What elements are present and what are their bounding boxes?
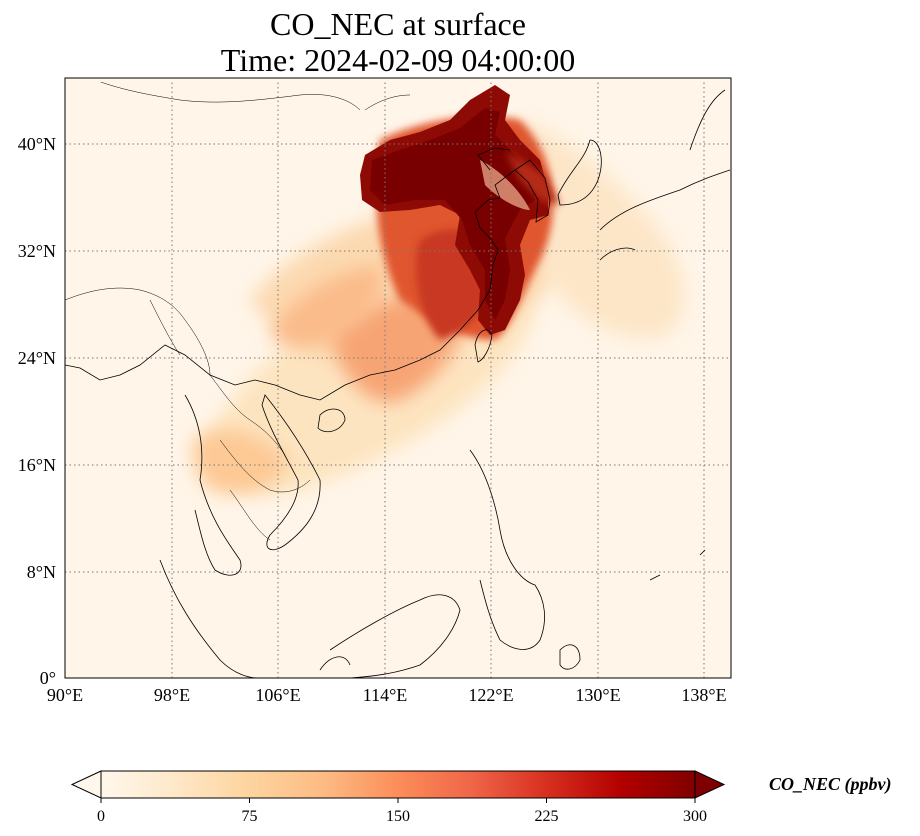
colorbar-gradient [101,771,695,798]
colorbar: 0 75 150 225 300 CO_NEC (ppbv) [70,770,892,825]
lon-tick-114: 114°E [363,685,408,705]
lon-tick-106: 106°E [255,685,300,705]
lon-tick-90: 90°E [47,685,83,705]
colorbar-tick-75: 75 [242,808,258,825]
title-line-2: Time: 2024-02-09 04:00:00 [220,42,576,78]
concentration-field [193,85,685,494]
lon-tick-138: 138°E [681,685,726,705]
lon-tick-98: 98°E [154,685,190,705]
lat-tick-24: 24°N [18,348,56,368]
lat-tick-8: 8°N [27,562,56,582]
lat-tick-labels: 40°N 32°N 24°N 16°N 8°N 0° [18,134,56,688]
lat-tick-40: 40°N [18,134,56,154]
colorbar-extend-max [694,770,726,799]
title-line-1: CO_NEC at surface [270,6,526,42]
lat-tick-0: 0° [40,668,56,688]
lat-tick-32: 32°N [18,241,56,261]
lon-tick-122: 122°E [468,685,513,705]
coastlines [65,89,731,678]
colorbar-label: CO_NEC (ppbv) [769,774,892,795]
colorbar-extend-min [70,770,102,799]
lon-tick-labels: 90°E 98°E 106°E 114°E 122°E 130°E 138°E [47,685,727,705]
colorbar-tick-300: 300 [683,808,707,825]
lon-tick-130: 130°E [575,685,620,705]
lat-tick-16: 16°N [18,455,56,475]
colorbar-tick-225: 225 [535,808,559,825]
colorbar-tick-150: 150 [386,808,410,825]
colorbar-tick-0: 0 [97,808,105,825]
map-frame [64,77,732,679]
country-borders [65,78,411,541]
gridlines [65,78,731,678]
map-panel [65,78,731,678]
